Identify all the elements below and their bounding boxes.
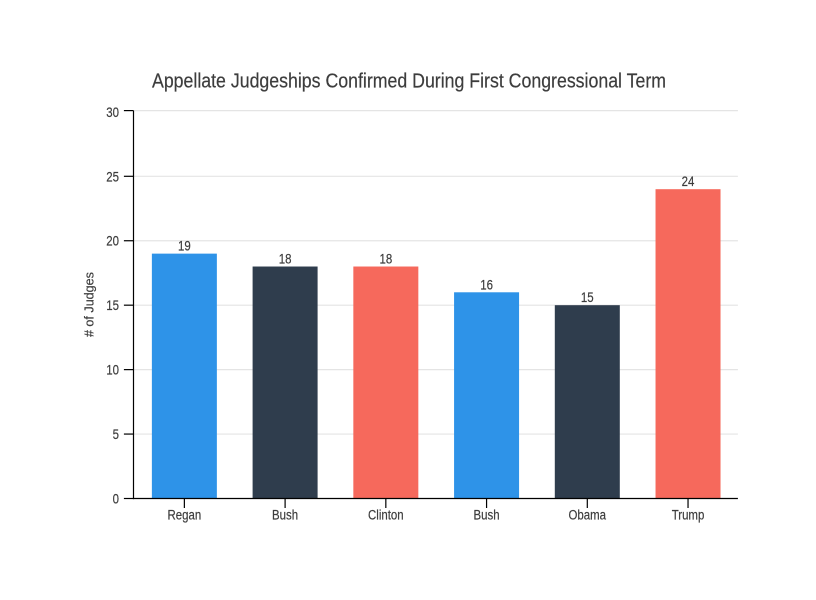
svg-text:16: 16: [480, 276, 493, 292]
svg-text:30: 30: [106, 104, 119, 120]
svg-text:Regan: Regan: [168, 507, 202, 522]
svg-text:25: 25: [106, 168, 119, 184]
svg-text:5: 5: [113, 426, 120, 442]
svg-text:Obama: Obama: [569, 507, 607, 522]
svg-text:15: 15: [106, 297, 119, 313]
svg-text:24: 24: [682, 173, 695, 189]
svg-text:Appellate Judgeships Confirmed: Appellate Judgeships Confirmed During Fi…: [152, 71, 666, 93]
svg-text:0: 0: [113, 491, 120, 507]
svg-text:10: 10: [106, 362, 119, 378]
svg-text:Bush: Bush: [272, 507, 298, 522]
svg-text:18: 18: [379, 251, 392, 267]
svg-text:15: 15: [581, 289, 594, 305]
svg-text:Clinton: Clinton: [368, 507, 404, 522]
svg-text:Bush: Bush: [474, 507, 500, 522]
svg-text:18: 18: [279, 251, 292, 267]
svg-text:20: 20: [106, 233, 119, 249]
svg-text:Trump: Trump: [672, 507, 705, 522]
svg-text:19: 19: [178, 238, 191, 254]
svg-text:# of Judges: # of Judges: [82, 272, 97, 337]
